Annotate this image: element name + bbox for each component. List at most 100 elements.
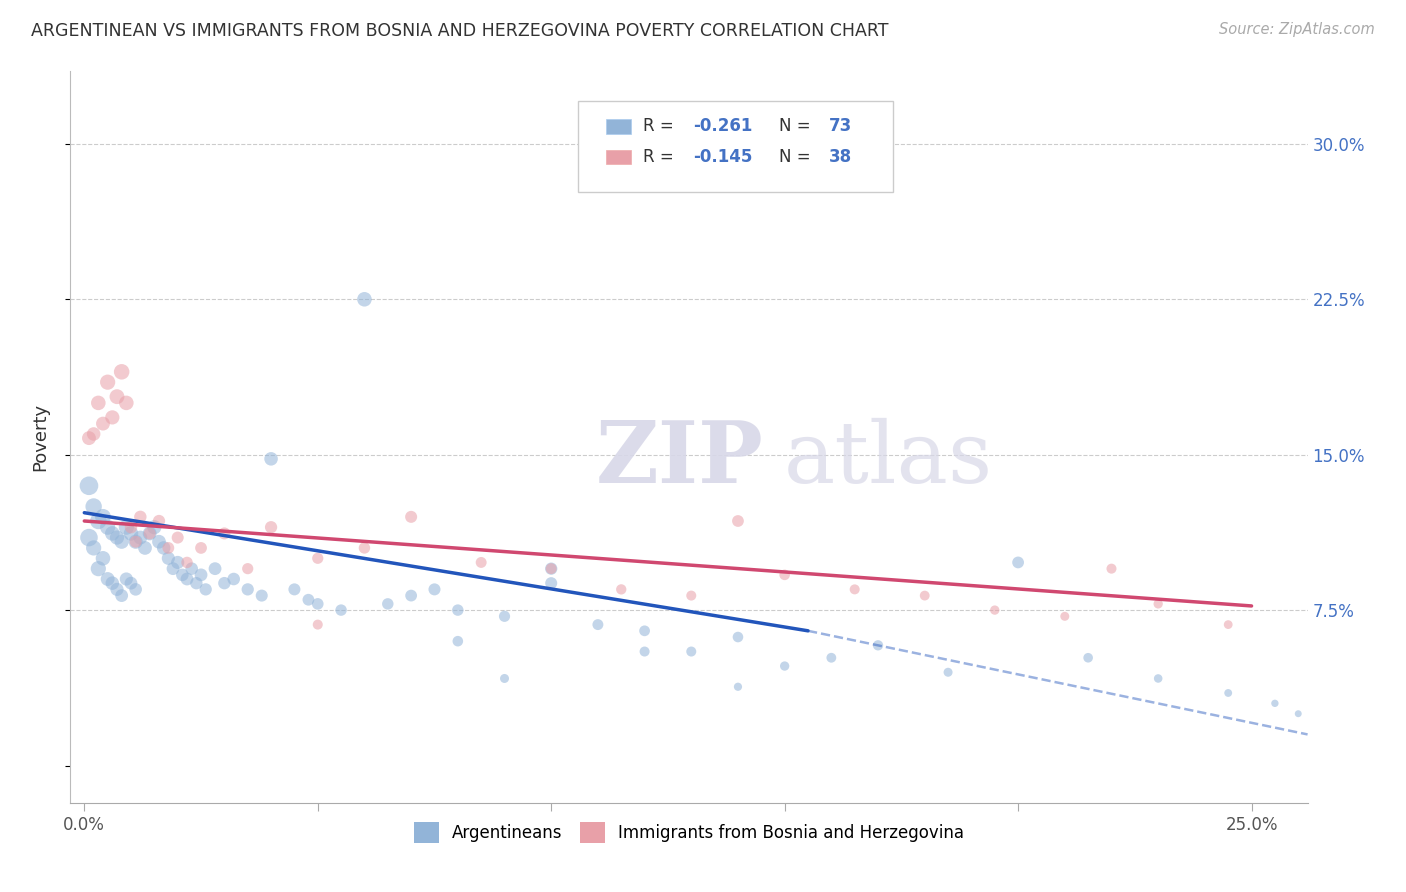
Point (138, 526, 160, 541)
Point (172, 567, 194, 582)
Point (1101, 562, 1123, 576)
Point (101, 576, 124, 591)
Point (633, 644, 655, 658)
Point (633, 624, 655, 638)
Point (124, 534, 146, 549)
Point (1218, 686, 1240, 700)
Point (399, 589, 422, 603)
Point (176, 556, 198, 570)
Point (820, 650, 842, 665)
Point (166, 531, 188, 545)
Point (540, 562, 562, 576)
FancyBboxPatch shape (578, 101, 893, 192)
Point (307, 617, 329, 632)
Point (115, 572, 138, 586)
Point (120, 520, 142, 534)
Point (540, 576, 562, 591)
Point (494, 609, 516, 624)
Point (105, 531, 128, 545)
Point (129, 509, 152, 524)
Point (494, 672, 516, 686)
Point (157, 551, 180, 566)
Point (97, 572, 120, 586)
Point (586, 617, 609, 632)
Point (681, 644, 703, 658)
Point (148, 514, 170, 528)
Point (180, 562, 202, 576)
Point (91, 417, 114, 431)
Text: Source: ZipAtlas.com: Source: ZipAtlas.com (1219, 22, 1375, 37)
Point (134, 541, 156, 555)
Point (399, 509, 422, 524)
Point (186, 576, 208, 591)
Point (727, 630, 749, 644)
Point (105, 390, 128, 404)
Point (214, 526, 236, 541)
Text: ZIP: ZIP (596, 417, 763, 501)
Point (260, 520, 283, 534)
Point (423, 582, 446, 597)
Point (101, 410, 124, 425)
Text: N =: N = (779, 117, 815, 136)
Point (844, 582, 866, 597)
FancyBboxPatch shape (606, 119, 631, 134)
Point (157, 541, 180, 555)
Text: -0.145: -0.145 (693, 148, 752, 166)
Point (1147, 672, 1170, 686)
Point (377, 597, 399, 611)
Point (470, 556, 492, 570)
Point (307, 551, 329, 566)
Point (124, 534, 146, 549)
Point (610, 582, 633, 597)
Point (152, 541, 174, 555)
Point (773, 659, 796, 673)
Point (727, 514, 749, 528)
Point (91, 509, 114, 524)
Point (540, 562, 562, 576)
Point (83, 541, 105, 555)
Point (162, 562, 184, 576)
Text: 73: 73 (828, 117, 852, 136)
Point (77, 531, 100, 545)
Point (111, 589, 134, 603)
Point (143, 520, 166, 534)
Point (83, 427, 105, 442)
Text: ARGENTINEAN VS IMMIGRANTS FROM BOSNIA AND HERZEGOVINA POVERTY CORRELATION CHART: ARGENTINEAN VS IMMIGRANTS FROM BOSNIA AN… (31, 22, 889, 40)
Point (353, 293, 375, 307)
Point (353, 541, 375, 555)
Point (148, 534, 170, 549)
Point (297, 592, 319, 607)
Point (91, 551, 114, 566)
Point (330, 603, 353, 617)
Point (176, 572, 198, 586)
Point (77, 479, 100, 493)
Point (222, 572, 245, 586)
Point (936, 665, 959, 680)
Point (124, 582, 146, 597)
Point (105, 582, 128, 597)
Point (101, 526, 124, 541)
Point (194, 582, 217, 597)
Point (87, 514, 110, 528)
Point (283, 582, 305, 597)
Point (87, 562, 110, 576)
Point (190, 567, 212, 582)
Point (87, 396, 110, 410)
Point (773, 567, 796, 582)
Point (190, 541, 212, 555)
Text: atlas: atlas (785, 417, 993, 500)
Point (129, 531, 152, 545)
Point (111, 534, 134, 549)
Point (120, 576, 142, 591)
Point (77, 431, 100, 445)
Point (97, 375, 120, 389)
FancyBboxPatch shape (606, 150, 631, 164)
Point (250, 589, 273, 603)
Legend: Argentineans, Immigrants from Bosnia and Herzegovina: Argentineans, Immigrants from Bosnia and… (408, 815, 970, 849)
Point (727, 680, 749, 694)
Point (307, 597, 329, 611)
Point (260, 451, 283, 466)
Point (204, 562, 226, 576)
Point (1053, 609, 1076, 624)
Point (1286, 706, 1309, 721)
